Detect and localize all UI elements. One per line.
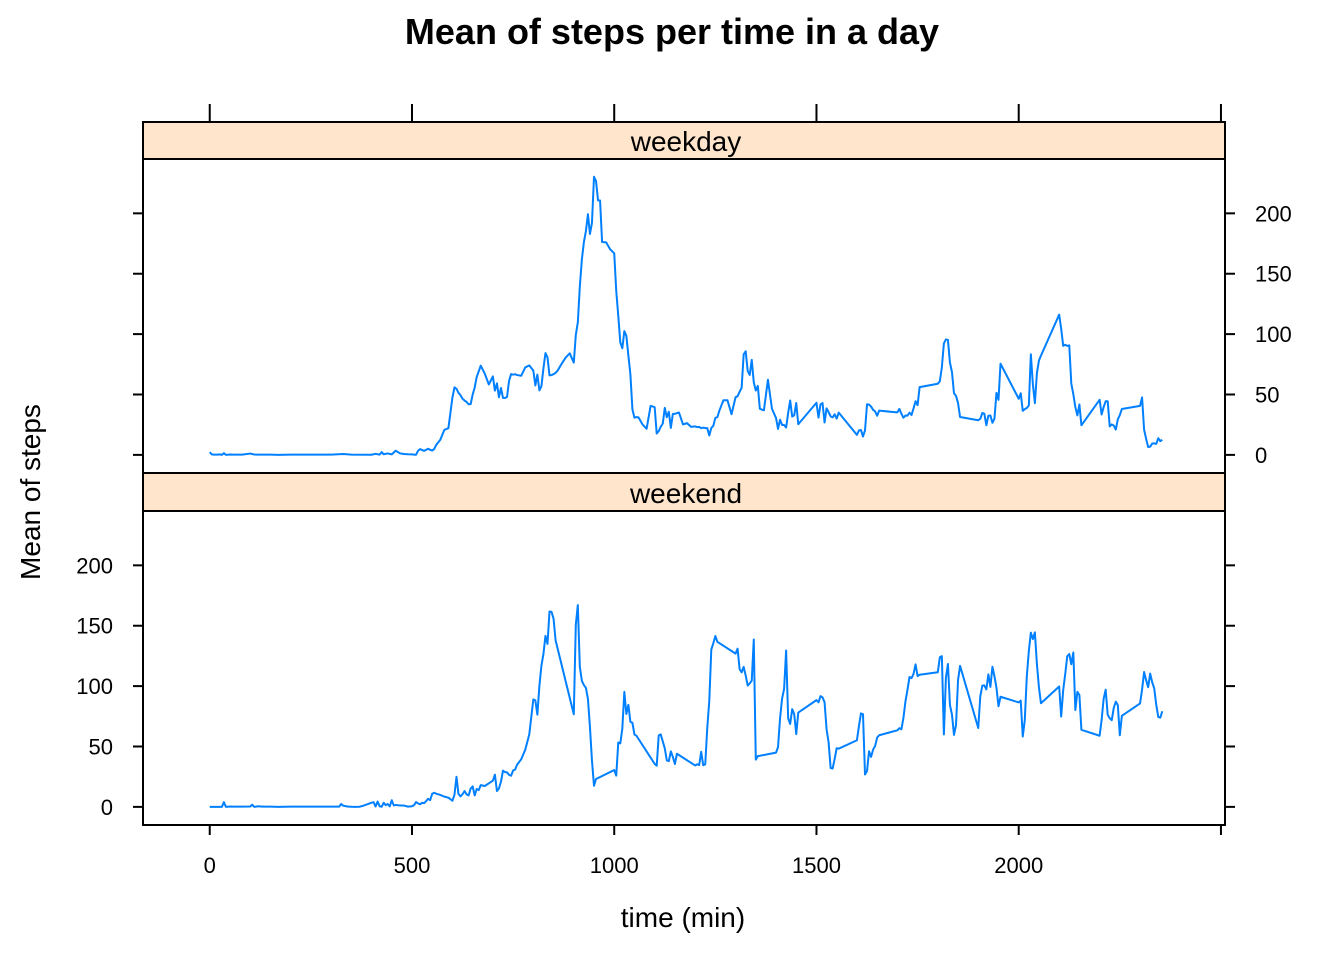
y-tick-label-weekday: 100: [1255, 322, 1292, 347]
x-tick-label: 2000: [994, 853, 1043, 878]
y-axis-title: Mean of steps: [15, 404, 46, 580]
panel-weekday: weekday: [142, 121, 1226, 474]
strip-label-weekday: weekday: [630, 126, 742, 157]
y-tick-label-weekday: 0: [1255, 443, 1267, 468]
y-tick-label-weekend: 50: [89, 735, 113, 760]
y-tick-label-weekday: 200: [1255, 201, 1292, 226]
x-tick-label: 1000: [590, 853, 639, 878]
x-tick-label: 500: [394, 853, 431, 878]
chart-title: Mean of steps per time in a day: [405, 11, 939, 52]
series-line-weekday: [208, 175, 1163, 456]
y-tick-label-weekend: 100: [76, 674, 113, 699]
y-tick-label-weekend: 0: [101, 795, 113, 820]
strip-weekend: [142, 472, 1226, 512]
y-tick-label-weekday: 50: [1255, 383, 1279, 408]
x-tick-label: 1500: [792, 853, 841, 878]
y-tick-label-weekend: 200: [76, 553, 113, 578]
panels: weekday weekend: [142, 121, 1226, 826]
strip-weekday: [142, 121, 1226, 160]
panel-weekend: weekend: [142, 472, 1226, 826]
panel-frame-weekend: [142, 510, 1226, 826]
x-axis-title: time (min): [621, 902, 745, 933]
panel-frame-weekday: [142, 158, 1226, 474]
x-tick-label: 0: [204, 853, 216, 878]
strip-label-weekend: weekend: [629, 478, 742, 509]
series-line-weekend: [209, 604, 1164, 808]
y-tick-label-weekday: 150: [1255, 262, 1292, 287]
y-tick-label-weekend: 150: [76, 614, 113, 639]
